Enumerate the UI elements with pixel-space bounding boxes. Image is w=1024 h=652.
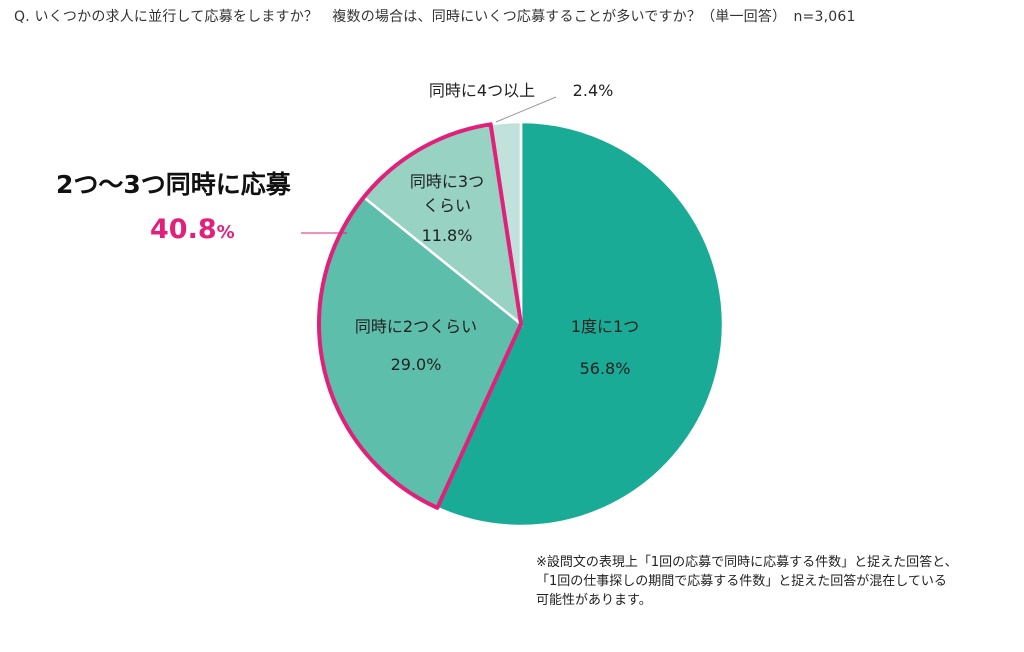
footnote-line-2: 「1回の仕事探しの期間で応募する件数」と捉えた回答が混在している	[536, 574, 947, 589]
slice-label-1: 1度に1つ	[571, 317, 639, 336]
slice-label-3-line-1: 同時に3つ	[410, 172, 484, 191]
footnote-line-1: ※設問文の表現上「1回の応募で同時に応募する件数」と捉えた回答と、	[536, 555, 958, 570]
slice-value-1: 56.8%	[580, 359, 631, 378]
highlight-outline	[317, 122, 523, 510]
highlight-title: 2つ〜3つ同時に応募	[56, 170, 291, 199]
slice-value-2: 29.0%	[391, 355, 442, 374]
slice-value-4: 2.4%	[573, 81, 614, 100]
leader-line-slice-4	[495, 96, 557, 123]
highlight-number: 40.8	[150, 214, 217, 245]
footnote-line-3: 可能性があります。	[536, 593, 652, 608]
footnote: ※設問文の表現上「1回の応募で同時に応募する件数」と捉えた回答と、 「1回の仕事…	[536, 553, 958, 610]
highlight-unit: %	[216, 222, 235, 243]
pie-slice-1	[435, 120, 725, 528]
slice-value-3: 11.8%	[422, 226, 473, 245]
slice-label-2: 同時に2つくらい	[355, 317, 477, 336]
highlight-value: 40.8%	[150, 214, 235, 245]
slice-label-4: 同時に4つ以上	[429, 81, 535, 100]
question-text: Q. いくつかの求人に並行して応募をしますか？ 複数の場合は、同時にいくつ応募す…	[14, 9, 856, 25]
leader-lines	[301, 96, 557, 234]
slice-label-3-line-2: くらい	[423, 196, 471, 215]
